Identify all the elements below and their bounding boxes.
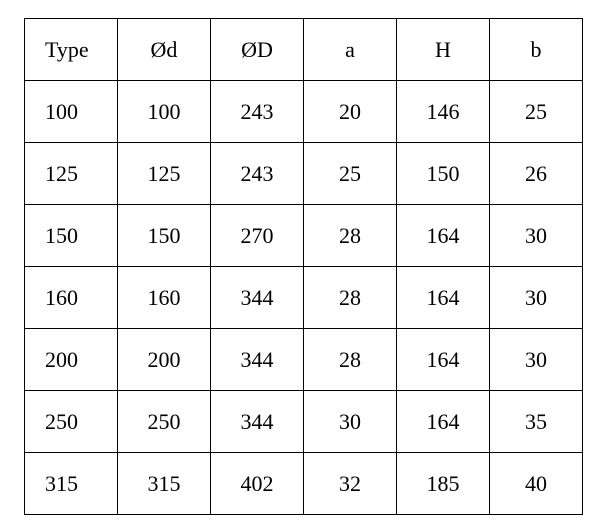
table-cell: 25 (489, 80, 583, 143)
table-cell: 243 (210, 80, 304, 143)
table-cell: 30 (489, 204, 583, 267)
table-cell: 315 (24, 452, 118, 515)
table-cell: 100 (117, 80, 211, 143)
table-cell: 28 (303, 328, 397, 391)
table-cell: 150 (396, 142, 490, 205)
table-cell: 125 (117, 142, 211, 205)
table-row: 150 150 270 28 164 30 (24, 204, 583, 267)
table-cell: 30 (489, 266, 583, 329)
table-cell: 164 (396, 328, 490, 391)
table-row: 160 160 344 28 164 30 (24, 266, 583, 329)
table-cell: 150 (117, 204, 211, 267)
table-cell: 35 (489, 390, 583, 453)
table-cell: 164 (396, 204, 490, 267)
table-cell: 32 (303, 452, 397, 515)
table-row: 100 100 243 20 146 25 (24, 80, 583, 143)
table-cell: 160 (117, 266, 211, 329)
table-cell: 146 (396, 80, 490, 143)
table-cell: 185 (396, 452, 490, 515)
table-cell: 200 (24, 328, 118, 391)
table-cell: 28 (303, 266, 397, 329)
table-cell: 344 (210, 328, 304, 391)
table-cell: 402 (210, 452, 304, 515)
header-cell: a (303, 18, 397, 81)
table-cell: 25 (303, 142, 397, 205)
table-cell: 30 (489, 328, 583, 391)
table-cell: 243 (210, 142, 304, 205)
table-cell: 150 (24, 204, 118, 267)
table-cell: 250 (117, 390, 211, 453)
table-cell: 164 (396, 390, 490, 453)
table-cell: 344 (210, 390, 304, 453)
table-cell: 270 (210, 204, 304, 267)
table-row: 200 200 344 28 164 30 (24, 328, 583, 391)
table-cell: 200 (117, 328, 211, 391)
table-row: 315 315 402 32 185 40 (24, 452, 583, 515)
table-row: 250 250 344 30 164 35 (24, 390, 583, 453)
header-cell: b (489, 18, 583, 81)
header-cell: H (396, 18, 490, 81)
table-cell: 250 (24, 390, 118, 453)
table-cell: 315 (117, 452, 211, 515)
table-cell: 344 (210, 266, 304, 329)
table-row: 125 125 243 25 150 26 (24, 142, 583, 205)
table-cell: 20 (303, 80, 397, 143)
table-cell: 160 (24, 266, 118, 329)
header-cell: Ød (117, 18, 211, 81)
header-cell: ØD (210, 18, 304, 81)
table-cell: 28 (303, 204, 397, 267)
table-cell: 30 (303, 390, 397, 453)
table-cell: 164 (396, 266, 490, 329)
table-cell: 40 (489, 452, 583, 515)
table-cell: 26 (489, 142, 583, 205)
table-cell: 100 (24, 80, 118, 143)
header-cell: Type (24, 18, 118, 81)
table-cell: 125 (24, 142, 118, 205)
